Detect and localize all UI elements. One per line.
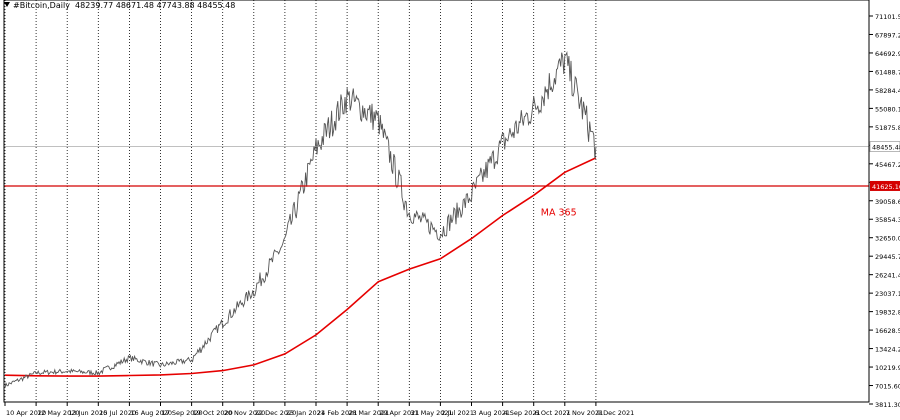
x-tick-label: 9 Dec 2021	[597, 409, 634, 417]
x-tick-label: 4 Sep 2021	[504, 409, 541, 417]
ma-365-line	[4, 157, 597, 377]
x-tick-label: 24 Feb 2021	[317, 409, 357, 417]
x-tick-label: 28 Mar 2021	[348, 409, 389, 417]
x-tick-label: 23 Jan 2021	[286, 409, 325, 417]
x-tick-label: 22 Dec 2020	[255, 409, 297, 417]
x-tick-label: 7 Nov 2021	[566, 409, 604, 417]
axes: 3811.30 7015.60 10219.90 13424.20 16628.50 19…	[3, 0, 900, 417]
x-tick-label: 2 Jul 2021	[441, 409, 474, 417]
x-tick-label: 6 Oct 2021	[535, 409, 571, 417]
y-tick-label: 3811.30	[875, 401, 900, 409]
x-tick-label: 17 Sep 2020	[162, 409, 203, 417]
chart-header: #Bitcoin,Daily 48239.77 48671.48 47743.8…	[4, 1, 235, 10]
support-level-label: 41625.16	[872, 183, 900, 191]
y-tick-label: 29445.70	[875, 253, 900, 261]
y-tick-label: 32650.00	[875, 235, 900, 243]
grid	[4, 0, 597, 402]
y-tick-label: 35854.30	[875, 216, 900, 224]
current-price-label: 48455.48	[872, 144, 900, 152]
price-line	[4, 51, 597, 389]
y-tick-label: 64692.90	[875, 50, 900, 58]
plot-area: MA 365	[4, 51, 869, 389]
y-tick-label: 51875.80	[875, 124, 900, 132]
y-tick-label: 7015.60	[875, 383, 900, 391]
y-tick-label: 45467.20	[875, 161, 900, 169]
symbol-label: #Bitcoin,Daily	[13, 1, 70, 10]
y-tick-label: 61488.70	[875, 68, 900, 76]
y-tick-label: 71101.50	[875, 13, 900, 21]
y-tick-label: 39058.60	[875, 198, 900, 206]
x-tick-label: 31 May 2021	[410, 409, 452, 417]
x-tick-label: 19 Oct 2020	[193, 409, 233, 417]
y-tick-label: 19832.80	[875, 309, 900, 317]
x-tick-label: 10 Apr 2020	[6, 409, 46, 417]
x-tick-label: 15 Jul 2020	[99, 409, 136, 417]
y-tick-label: 10219.90	[875, 364, 900, 372]
x-tick-label: 29 Apr 2021	[379, 409, 419, 417]
y-tick-label: 58284.40	[875, 87, 900, 95]
x-tick-label: 16 Aug 2020	[130, 409, 172, 417]
close-value: 48455.48	[197, 1, 236, 10]
x-tick-label: 3 Aug 2021	[473, 409, 511, 417]
ma-365-annotation: MA 365	[541, 208, 577, 219]
y-tick-label: 23037.10	[875, 290, 900, 298]
y-tick-label: 26241.40	[875, 272, 900, 280]
low-value: 47743.88	[156, 1, 195, 10]
y-tick-label: 16628.50	[875, 327, 900, 335]
x-tick-label: 12 May 2020	[37, 409, 79, 417]
y-tick-label: 55080.10	[875, 105, 900, 113]
current-price-badge	[869, 141, 900, 152]
support-level-badge	[870, 180, 900, 191]
y-tick-label: 13424.20	[875, 346, 900, 354]
high-value: 48671.48	[115, 1, 154, 10]
y-tick-label: 67897.20	[875, 31, 900, 39]
plot-frame	[3, 0, 870, 403]
x-tick-label: 13 Jun 2020	[68, 409, 107, 417]
x-tick-label: 20 Nov 2020	[224, 409, 266, 417]
collapse-triangle-icon[interactable]	[4, 2, 10, 7]
open-value: 48239.77	[75, 1, 114, 10]
